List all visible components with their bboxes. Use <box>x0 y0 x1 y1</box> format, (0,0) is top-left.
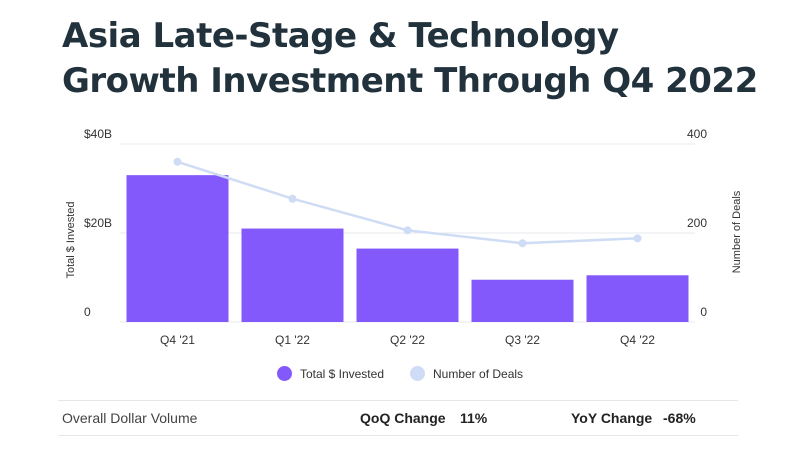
bar-2 <box>356 248 459 322</box>
right-axis-ticks: 0 200 400 <box>687 127 707 319</box>
x-tick-label-0: Q4 '21 <box>160 333 195 347</box>
deals-point-2 <box>403 226 412 235</box>
chart-title: Asia Late-Stage & Technology Growth Inve… <box>62 16 758 101</box>
legend-item-line[interactable]: Number of Deals <box>410 366 523 381</box>
left-axis-ticks: 0 $20B $40B <box>84 127 112 319</box>
right-axis-label: Number of Deals <box>731 190 743 273</box>
left-axis-label: Total $ Invested <box>65 201 77 278</box>
deals-point-0 <box>173 157 182 166</box>
qoq-label: QoQ Change <box>360 410 446 426</box>
deals-point-3 <box>518 239 527 248</box>
x-axis-ticks: Q4 '21 Q1 '22 Q2 '22 Q3 '22 Q4 '22 <box>160 333 655 347</box>
bar-0 <box>126 175 229 322</box>
legend-item-bar[interactable]: Total $ Invested <box>276 366 384 381</box>
right-tick-label-2: 400 <box>687 127 707 141</box>
x-tick-label-1: Q1 '22 <box>275 333 310 347</box>
right-tick-label-0: 0 <box>700 305 707 319</box>
yoy-label: YoY Change <box>571 410 653 426</box>
bar-3 <box>471 279 574 322</box>
deals-point-1 <box>288 194 297 203</box>
legend-swatch-line <box>410 366 425 381</box>
legend: Total $ Invested Number of Deals <box>0 366 800 381</box>
left-tick-label-2: $40B <box>84 127 112 141</box>
deals-point-4 <box>633 234 642 243</box>
x-tick-label-2: Q2 '22 <box>390 333 425 347</box>
qoq-value: 11% <box>460 410 488 426</box>
bar-4 <box>586 275 689 322</box>
x-tick-label-4: Q4 '22 <box>620 333 655 347</box>
summary-row: Overall Dollar Volume QoQ Change 11% YoY… <box>58 400 738 436</box>
x-tick-label-3: Q3 '22 <box>505 333 540 347</box>
right-tick-label-1: 200 <box>687 216 707 230</box>
legend-label-line: Number of Deals <box>433 366 524 381</box>
combo-chart: 0 $20B $40B 0 200 400 Total $ Invested Numbe… <box>65 127 743 347</box>
yoy-value: -68% <box>663 410 696 426</box>
deals-line <box>173 157 642 248</box>
left-tick-label-0: 0 <box>84 305 91 319</box>
bars <box>126 175 689 322</box>
legend-swatch-bar <box>276 366 292 381</box>
summary-label: Overall Dollar Volume <box>62 410 198 426</box>
bar-1 <box>241 228 344 322</box>
left-tick-label-1: $20B <box>84 216 112 230</box>
legend-label-bar: Total $ Invested <box>299 366 384 381</box>
